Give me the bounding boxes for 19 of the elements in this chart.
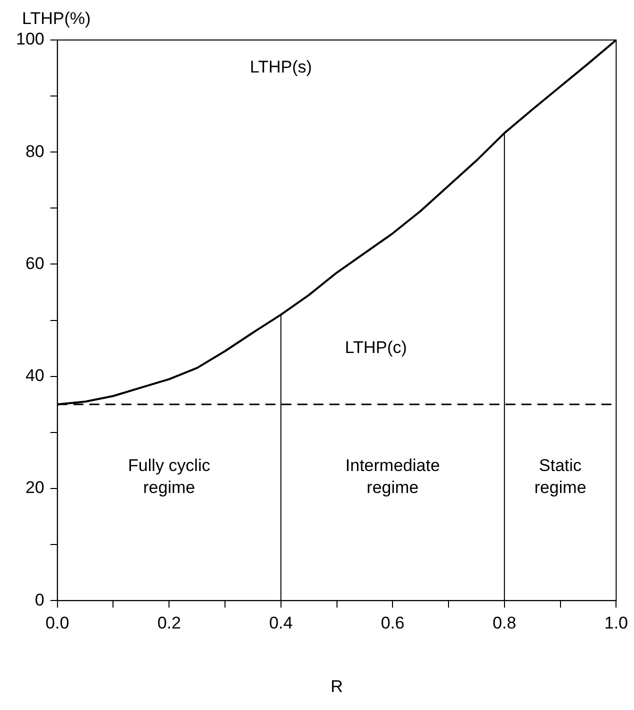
annotation: Static regime [534,456,586,497]
x-tick-label: 0.4 [269,613,293,632]
annotation: LTHP(c) [344,338,407,358]
y-tick-label: 0 [34,590,44,610]
y-axis-title: LTHP(%) [22,9,91,28]
y-tick-label: 20 [25,478,44,498]
x-tick-label: 0.8 [492,613,516,632]
annotation: LTHP(s) [250,58,312,77]
x-tick-label: 0.0 [46,613,70,632]
x-tick-label: 0.2 [157,613,181,632]
y-tick-label: 40 [25,366,44,386]
x-axis-title: R [330,677,343,696]
y-tick-label: 80 [25,142,44,161]
x-tick-label: 1.0 [604,613,628,632]
annotation: Fully cyclic regime [128,456,211,497]
x-tick-label: 0.6 [380,613,404,632]
annotation: Intermediate regime [345,456,440,497]
y-tick-label: 60 [25,254,44,273]
y-tick-label: 100 [16,30,44,49]
